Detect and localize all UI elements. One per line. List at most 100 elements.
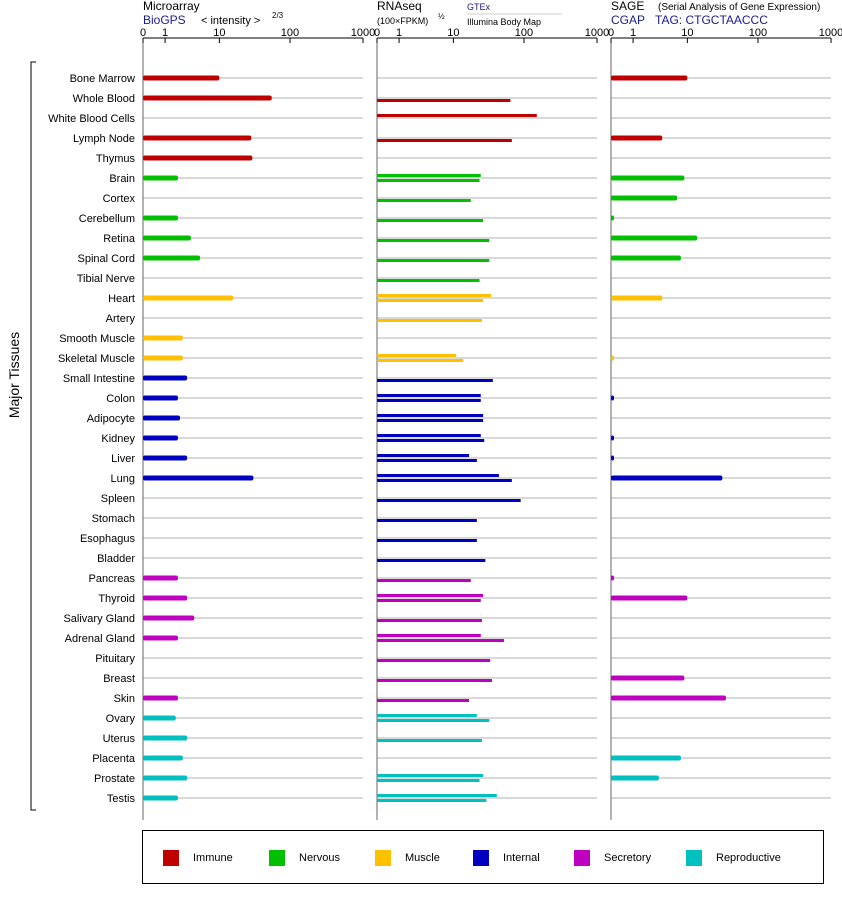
- tissue-label: Ovary: [106, 713, 136, 725]
- bar-ovary: [143, 715, 176, 721]
- y-axis-label: Major Tissues: [6, 332, 22, 418]
- bar-pancreas: [143, 575, 178, 581]
- tissue-label: Stomach: [92, 513, 135, 525]
- tick-label: 0: [374, 27, 380, 39]
- bar-pituitary: [377, 659, 491, 662]
- bar-cortex: [611, 195, 678, 201]
- bar-heart: [611, 295, 663, 301]
- legend-item-nervous: Nervous: [269, 849, 340, 867]
- bar-breast: [611, 675, 685, 681]
- bar-heart: [377, 294, 492, 297]
- bar-thyroid: [611, 595, 688, 601]
- bar-lung: [611, 475, 723, 481]
- bar-cerebellum: [611, 215, 615, 221]
- panel-subtitle-fpkm: (100×FPKM): [377, 16, 428, 26]
- legend-label: Secretory: [604, 852, 652, 864]
- legend-label: Immune: [193, 852, 233, 864]
- bar-whole-blood: [143, 95, 272, 101]
- legend-item-internal: Internal: [473, 849, 540, 867]
- bar-testis: [377, 794, 497, 797]
- tissue-label: Salivary Gland: [63, 613, 135, 625]
- legend-label: Muscle: [405, 852, 440, 864]
- bar-adipocyte: [143, 415, 181, 421]
- bar-liver: [611, 455, 615, 461]
- legend-swatch: [574, 850, 590, 866]
- bar-retina: [611, 235, 698, 241]
- bar-thymus: [143, 155, 253, 161]
- bar-kidney: [377, 439, 485, 442]
- tissue-label: Placenta: [92, 753, 136, 765]
- bar-heart: [377, 299, 484, 302]
- legend-swatch: [163, 850, 179, 866]
- tissue-label: Adipocyte: [87, 413, 135, 425]
- tissue-label: Smooth Muscle: [59, 333, 135, 345]
- bar-tibial-nerve: [377, 279, 480, 282]
- tissue-label: Colon: [106, 393, 135, 405]
- tick-label: 100: [515, 27, 533, 39]
- axis-note-exponent: 2/3: [272, 11, 284, 20]
- bar-ovary: [377, 719, 490, 722]
- bar-whole-blood: [377, 99, 511, 102]
- legend-swatch: [269, 850, 285, 866]
- tissue-bracket: [30, 61, 36, 811]
- tissue-label: Bladder: [97, 553, 135, 565]
- bar-testis: [143, 795, 178, 801]
- series-label-gtex: GTEx: [467, 2, 491, 12]
- bar-white-blood-cells: [377, 114, 537, 117]
- axis-note-intensity: < intensity >: [201, 15, 260, 27]
- legend-label: Nervous: [299, 852, 340, 864]
- panel-tag-label: TAG: CTGCTAACCC: [655, 13, 768, 27]
- bar-liver: [377, 459, 477, 462]
- bar-spinal-cord: [143, 255, 201, 261]
- tick-label: 1: [162, 27, 168, 39]
- bar-adrenal-gland: [377, 639, 505, 642]
- panel-title-sage: SAGE: [611, 0, 644, 13]
- tissue-label: Retina: [103, 233, 136, 245]
- bar-lung: [377, 474, 499, 477]
- bar-colon: [611, 395, 615, 401]
- legend: Immune Nervous Muscle Internal Secretory Repr…: [142, 830, 824, 884]
- bar-cerebellum: [377, 219, 484, 222]
- tissue-label: Whole Blood: [73, 93, 135, 105]
- tissue-label: Liver: [111, 453, 135, 465]
- tissue-label: Cortex: [103, 193, 136, 205]
- tissue-label: Skin: [114, 693, 135, 705]
- bar-lymph-node: [377, 139, 512, 142]
- bar-kidney: [377, 434, 481, 437]
- series-label-illumina: Illumina Body Map: [467, 17, 541, 27]
- tissue-label: White Blood Cells: [48, 113, 135, 125]
- legend-swatch: [473, 850, 489, 866]
- legend-label: Reproductive: [716, 852, 781, 864]
- tissue-label: Bone Marrow: [70, 73, 135, 85]
- bar-stomach: [377, 519, 477, 522]
- bar-small-intestine: [143, 375, 188, 381]
- tissue-label: Thymus: [96, 153, 136, 165]
- bar-retina: [377, 239, 490, 242]
- bar-smooth-muscle: [143, 335, 183, 341]
- panel-subtitle-cgap: CGAP: [611, 13, 645, 27]
- bar-prostate: [377, 779, 480, 782]
- bar-prostate: [143, 775, 188, 781]
- panel-subtitle-biogps: BioGPS: [143, 13, 186, 27]
- bar-spinal-cord: [377, 259, 490, 262]
- bar-colon: [377, 394, 481, 397]
- bar-skeletal-muscle: [377, 359, 464, 362]
- bar-esophagus: [377, 539, 477, 542]
- tissue-label: Brain: [109, 173, 135, 185]
- tissue-label: Spinal Cord: [78, 253, 135, 265]
- bar-breast: [377, 679, 493, 682]
- bar-liver: [143, 455, 188, 461]
- legend-item-secretory: Secretory: [574, 849, 651, 867]
- legend-swatch: [375, 850, 391, 866]
- tick-label: 1000: [585, 27, 609, 39]
- tick-label: 0: [608, 27, 614, 39]
- bar-skin: [611, 695, 727, 701]
- panel-subtitle-exponent: ½: [438, 12, 445, 21]
- bar-spleen: [377, 499, 521, 502]
- tissue-label: Pancreas: [89, 573, 136, 585]
- bar-bladder: [377, 559, 486, 562]
- bar-adrenal-gland: [143, 635, 178, 641]
- tissue-label: Skeletal Muscle: [58, 353, 135, 365]
- tick-label: 1: [396, 27, 402, 39]
- tissue-label: Lung: [111, 473, 135, 485]
